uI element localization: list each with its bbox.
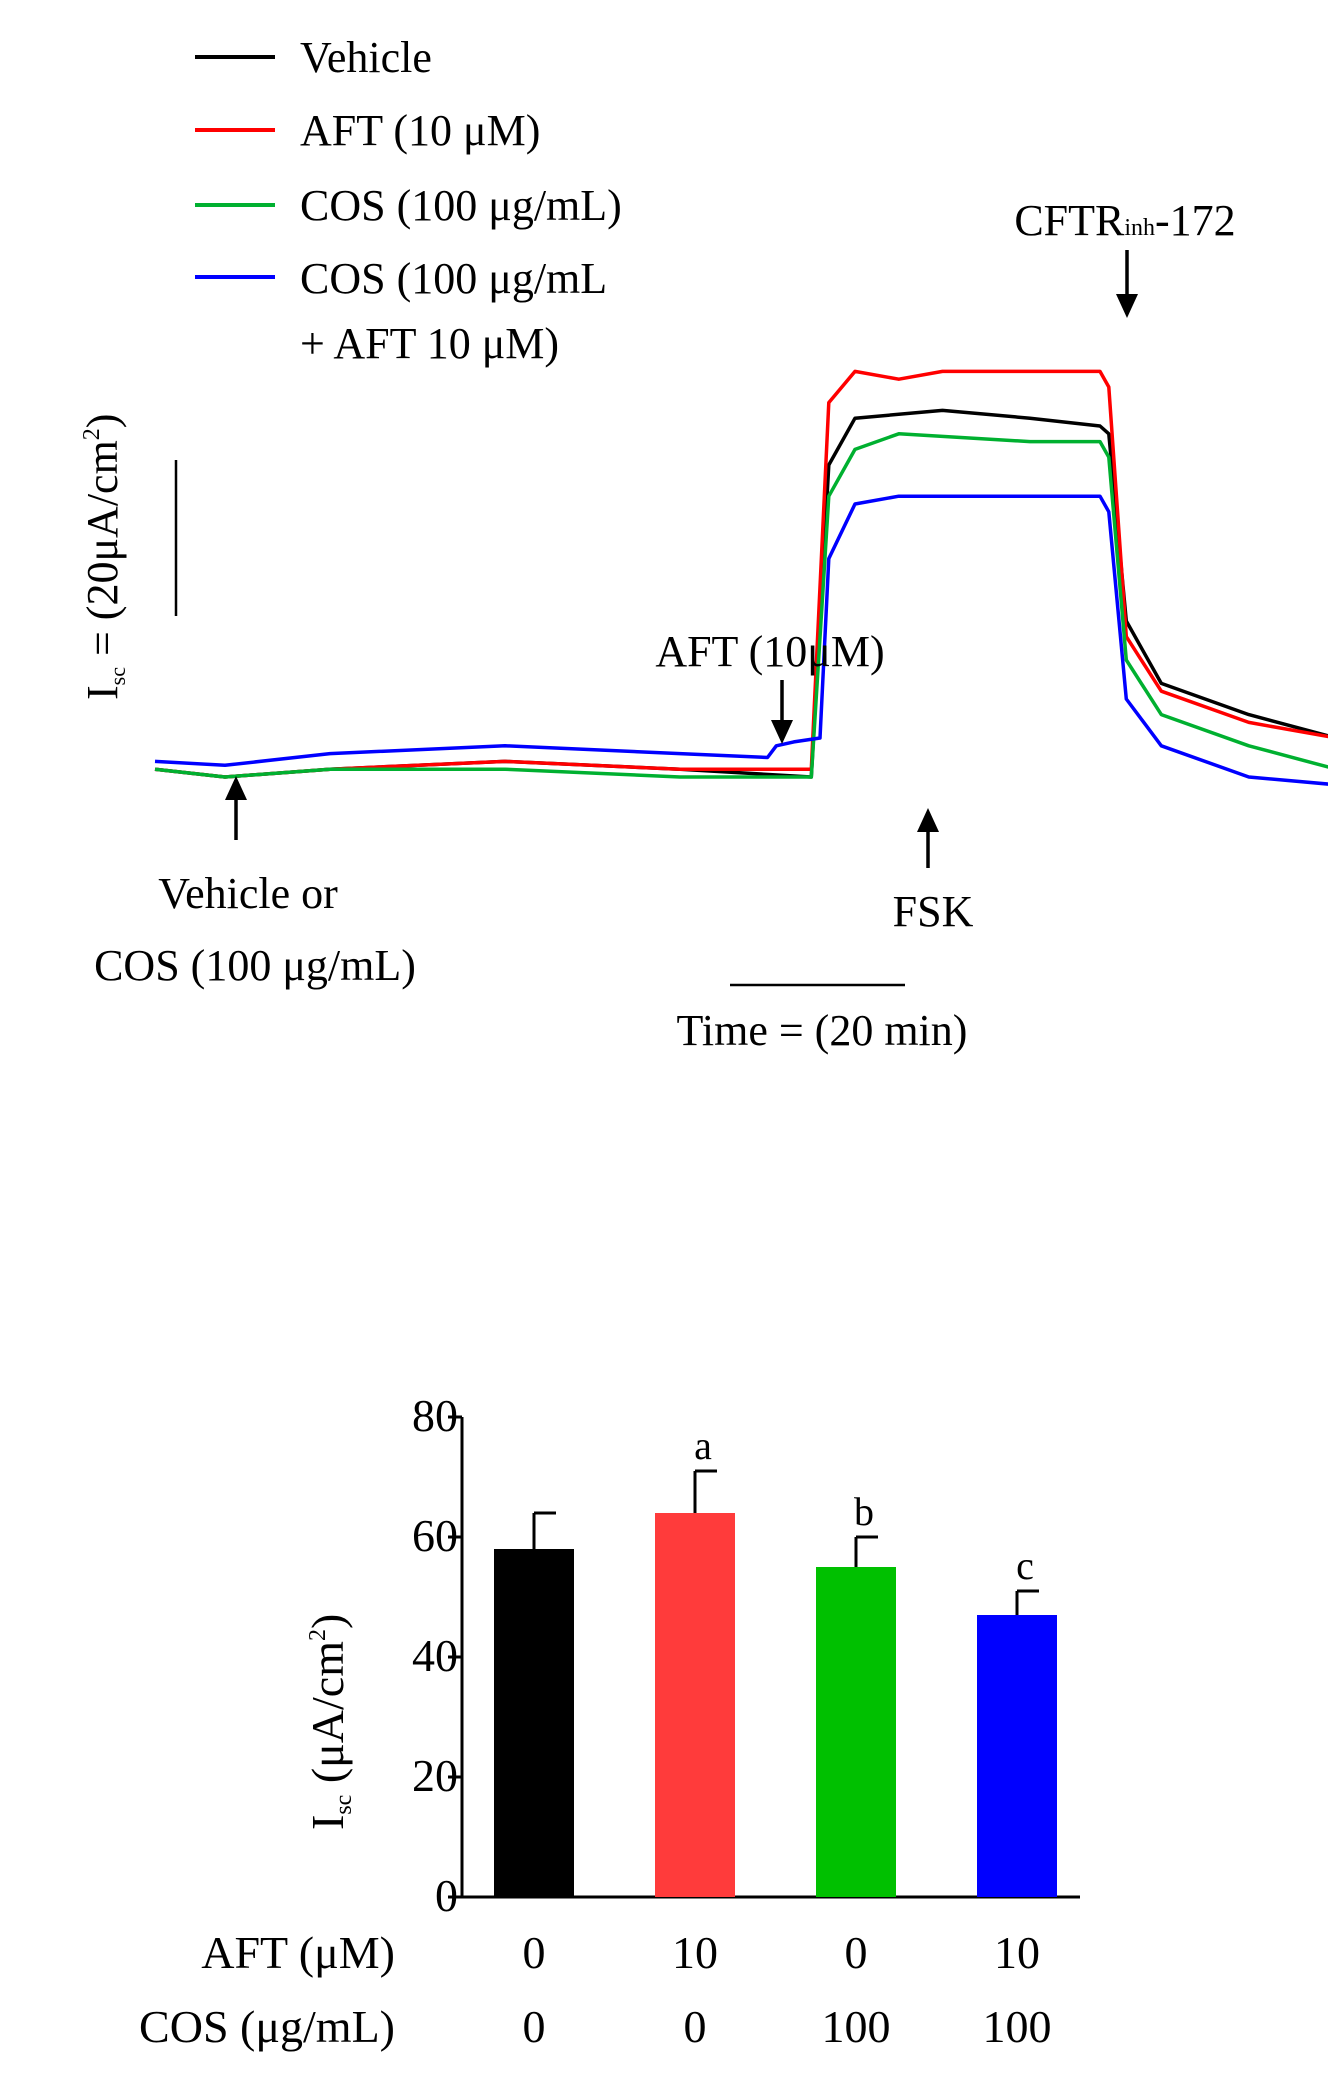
bars: a b c xyxy=(494,1423,1057,1897)
legend-label-vehicle: Vehicle xyxy=(300,33,432,82)
fsk-annotation: FSK xyxy=(893,887,974,936)
aft-annotation: AFT (10μM) xyxy=(655,627,884,676)
trace-series-3 xyxy=(154,432,1328,779)
trace-series-1 xyxy=(154,408,1328,779)
condition-value: 100 xyxy=(983,2001,1052,2052)
legend-label-aft: AFT (10 μM) xyxy=(300,106,540,155)
bar-y-axis-label: Isc (μA/cm2) xyxy=(302,1614,357,1830)
bar xyxy=(494,1549,574,1897)
legend-label-cos-aft-line2: + AFT 10 μM) xyxy=(300,319,559,368)
bar xyxy=(655,1513,735,1897)
vehicle-annotation-line2: COS (100 μg/mL) xyxy=(94,941,416,990)
vehicle-annotation-line1: Vehicle or xyxy=(158,869,338,918)
y-scale-bar: Isc = (20μA/cm2) xyxy=(78,414,178,700)
fsk-arrow-head xyxy=(917,808,939,832)
trace-panel: Vehicle AFT (10 μM) COS (100 μg/mL) COS … xyxy=(78,33,1328,1055)
aft-arrow-head xyxy=(771,720,793,744)
bar xyxy=(816,1567,896,1897)
x-scale-bar-label: Time = (20 min) xyxy=(677,1006,968,1055)
bar xyxy=(977,1615,1057,1897)
trace-series-4 xyxy=(154,494,1328,786)
condition-value: 0 xyxy=(523,1927,546,1978)
cftr-arrow-head xyxy=(1116,294,1138,318)
condition-value: 0 xyxy=(845,1927,868,1978)
condition-value: 0 xyxy=(523,2001,546,2052)
condition-row-label: COS (μg/mL) xyxy=(139,2001,395,2052)
bar-y-tick-label: 80 xyxy=(412,1390,458,1441)
y-scale-bar-label: Isc = (20μA/cm2) xyxy=(78,414,130,700)
trace-series-2 xyxy=(154,369,1328,779)
condition-row-label: AFT (μM) xyxy=(201,1927,395,1978)
x-scale-bar: Time = (20 min) xyxy=(677,983,968,1055)
trace-legend: Vehicle AFT (10 μM) COS (100 μg/mL) COS … xyxy=(195,33,622,368)
condition-value: 10 xyxy=(994,1927,1040,1978)
trace-lines xyxy=(154,369,1328,786)
cftr-annotation: CFTRinh-172 xyxy=(1014,196,1235,245)
bar-y-tick-label: 0 xyxy=(435,1870,458,1921)
condition-value: 100 xyxy=(822,2001,891,2052)
significance-letter: c xyxy=(1016,1543,1034,1588)
vehicle-arrow-head xyxy=(225,776,247,800)
significance-letter: a xyxy=(694,1423,712,1468)
legend-label-cos-aft: COS (100 μg/mL xyxy=(300,254,607,303)
trace-annotations: Vehicle or COS (100 μg/mL) AFT (10μM) FS… xyxy=(94,196,1236,990)
condition-value: 10 xyxy=(672,1927,718,1978)
bar-y-tick-label: 60 xyxy=(412,1510,458,1561)
condition-value: 0 xyxy=(684,2001,707,2052)
bar-y-tick-label: 40 xyxy=(412,1630,458,1681)
bar-y-tick-label: 20 xyxy=(412,1750,458,1801)
significance-letter: b xyxy=(854,1489,874,1534)
legend-label-cos: COS (100 μg/mL) xyxy=(300,181,622,230)
